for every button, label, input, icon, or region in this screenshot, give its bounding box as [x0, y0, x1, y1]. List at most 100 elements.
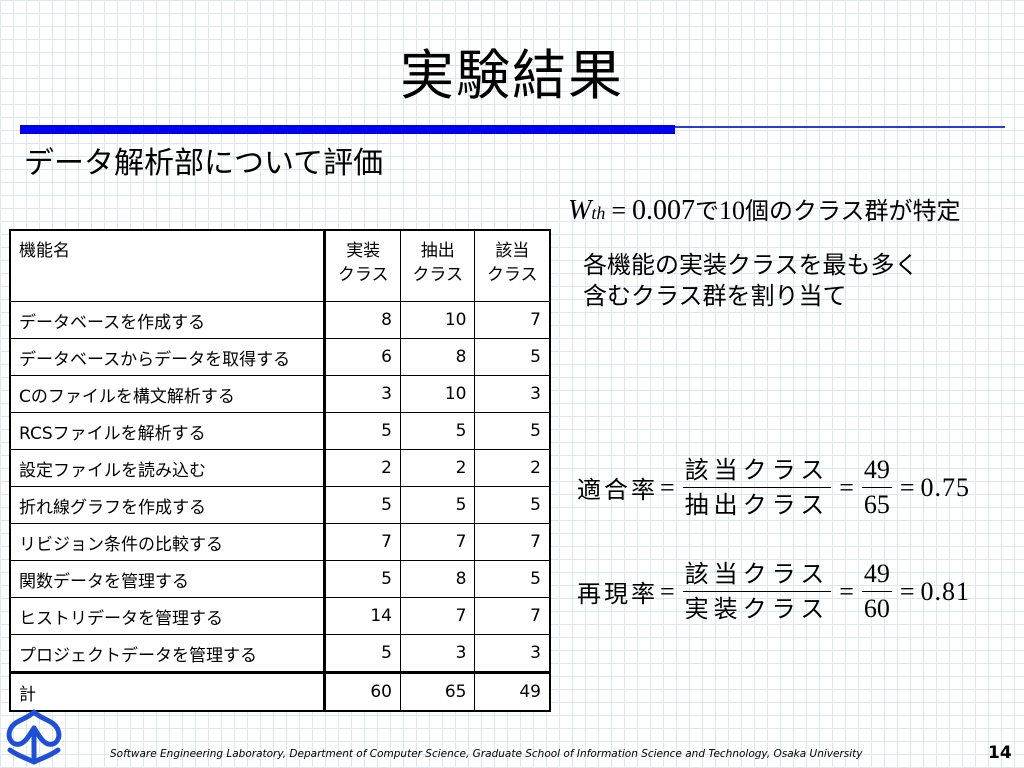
table-row: データベースからデータを取得する 6 8 5 [9, 338, 551, 376]
header-implemented-classes: 実装 クラス [323, 229, 401, 302]
table-row: プロジェクトデータを管理する 5 3 3 [9, 634, 551, 673]
implemented-count-cell: 7 [323, 523, 401, 561]
precision-result: 0.75 [920, 472, 971, 502]
function-name-cell: 関数データを管理する [9, 560, 326, 598]
recall-formula: 再現率 = 該当クラス 実装クラス = 49 60 = 0.81 [577, 559, 970, 624]
precision-formula: 適合率 = 該当クラス 抽出クラス = 49 65 = 0.75 [577, 455, 970, 520]
implemented-count-cell: 6 [323, 338, 401, 376]
recall-equals-2: = [839, 576, 854, 606]
extracted-count-cell: 7 [399, 523, 476, 561]
title-underline-thick [20, 125, 675, 134]
recall-numerator: 49 [861, 559, 892, 592]
precision-denominator-text: 抽出クラス [684, 491, 830, 519]
threshold-text-prefix: で [695, 197, 720, 225]
recall-denominator-text: 実装クラス [684, 595, 830, 623]
threshold-equals: = [611, 196, 627, 225]
threshold-statement: Wth = 0.007で10個のクラス群が特定 [568, 193, 961, 231]
recall-number-fraction: 49 60 [861, 559, 892, 624]
threshold-count: 10 [719, 196, 746, 225]
implemented-count-cell: 5 [323, 486, 401, 524]
recall-numerator-text: 該当クラス [682, 559, 832, 592]
precision-number-fraction: 49 65 [861, 455, 892, 520]
page-number: 14 [988, 743, 1012, 763]
precision-equals-3: = [899, 472, 915, 502]
function-name-cell: ヒストリデータを管理する [9, 597, 326, 635]
recall-label: 再現率 [577, 580, 658, 608]
extracted-count-cell: 3 [399, 634, 476, 673]
table-row: リビジョン条件の比較する 7 7 7 [9, 523, 551, 561]
table-row: 関数データを管理する 5 8 5 [9, 560, 551, 598]
implemented-count-cell: 8 [323, 301, 401, 339]
recall-equals-3: = [899, 576, 915, 606]
recall-text-fraction: 該当クラス 実装クラス [682, 559, 832, 624]
extracted-count-cell: 8 [399, 560, 476, 598]
function-name-cell: 設定ファイルを読み込む [9, 449, 326, 487]
table-total-row: 計 60 65 49 [9, 671, 551, 712]
function-name-cell: データベースを作成する [9, 301, 326, 339]
table-body: データベースを作成する 8 10 7 データベースからデータを取得する 6 8 5 Cのファイル… [9, 301, 551, 712]
title-underline-thin [675, 126, 1005, 128]
extracted-count-cell: 10 [399, 301, 476, 339]
function-name-cell: データベースからデータを取得する [9, 338, 326, 376]
recall-result: 0.81 [920, 576, 971, 606]
total-extracted-cell: 65 [399, 671, 476, 712]
table-row: 折れ線グラフを作成する 5 5 5 [9, 486, 551, 524]
implemented-count-cell: 3 [323, 375, 401, 413]
slide-subtitle: データ解析部について評価 [24, 146, 384, 181]
table-row: RCSファイルを解析する 5 5 5 [9, 412, 551, 450]
precision-equals-1: = [660, 472, 675, 502]
extracted-count-cell: 2 [399, 449, 476, 487]
assignment-note-line-2: 含むクラス群を割り当て [583, 282, 847, 310]
function-name-cell: プロジェクトデータを管理する [9, 634, 326, 673]
matching-count-cell: 5 [474, 338, 551, 376]
header-matching-classes: 該当 クラス [474, 229, 551, 302]
precision-denominator: 65 [863, 490, 890, 519]
extracted-count-cell: 5 [399, 412, 476, 450]
table-row: ヒストリデータを管理する 14 7 7 [9, 597, 551, 635]
precision-label: 適合率 [577, 476, 658, 504]
extracted-count-cell: 8 [399, 338, 476, 376]
function-name-cell: リビジョン条件の比較する [9, 523, 326, 561]
matching-count-cell: 3 [474, 375, 551, 413]
table-header-row: 機能名 実装 クラス 抽出 クラス 該当 クラス [9, 229, 551, 302]
implemented-count-cell: 5 [323, 560, 401, 598]
matching-count-cell: 7 [474, 301, 551, 339]
function-class-table: 機能名 実装 クラス 抽出 クラス 該当 クラス データベースを作成する 8 10 7… [9, 229, 551, 712]
threshold-variable: W [568, 195, 592, 226]
implemented-count-cell: 14 [323, 597, 401, 635]
total-implemented-cell: 60 [323, 671, 401, 712]
matching-count-cell: 7 [474, 597, 551, 635]
implemented-count-cell: 5 [323, 412, 401, 450]
matching-count-cell: 2 [474, 449, 551, 487]
precision-text-fraction: 該当クラス 抽出クラス [682, 455, 832, 520]
extracted-count-cell: 5 [399, 486, 476, 524]
recall-denominator: 60 [863, 594, 890, 623]
matching-count-cell: 7 [474, 523, 551, 561]
threshold-text-suffix: 個のクラス群が特定 [745, 197, 961, 225]
precision-numerator: 49 [861, 455, 892, 488]
table-row: Cのファイルを構文解析する 3 10 3 [9, 375, 551, 413]
function-name-cell: 折れ線グラフを作成する [9, 486, 326, 524]
matching-count-cell: 3 [474, 634, 551, 673]
total-matching-cell: 49 [474, 671, 551, 712]
implemented-count-cell: 5 [323, 634, 401, 673]
extracted-count-cell: 7 [399, 597, 476, 635]
precision-numerator-text: 該当クラス [682, 455, 832, 488]
header-function-name: 機能名 [9, 229, 326, 302]
assignment-note-line-1: 各機能の実装クラスを最も多く [583, 251, 919, 279]
function-name-cell: RCSファイルを解析する [9, 412, 326, 450]
table-row: データベースを作成する 8 10 7 [9, 301, 551, 339]
extracted-count-cell: 10 [399, 375, 476, 413]
footer-affiliation: Software Engineering Laboratory, Departm… [110, 748, 863, 760]
matching-count-cell: 5 [474, 560, 551, 598]
matching-count-cell: 5 [474, 486, 551, 524]
total-label-cell: 計 [9, 671, 326, 712]
precision-equals-2: = [839, 472, 854, 502]
threshold-subscript: th [591, 203, 606, 223]
recall-equals-1: = [660, 576, 675, 606]
osaka-university-logo-icon [6, 709, 62, 765]
threshold-value: 0.007 [632, 195, 696, 226]
function-name-cell: Cのファイルを構文解析する [9, 375, 326, 413]
assignment-note: 各機能の実装クラスを最も多く 含むクラス群を割り当て [583, 250, 919, 312]
header-extracted-classes: 抽出 クラス [399, 229, 476, 302]
